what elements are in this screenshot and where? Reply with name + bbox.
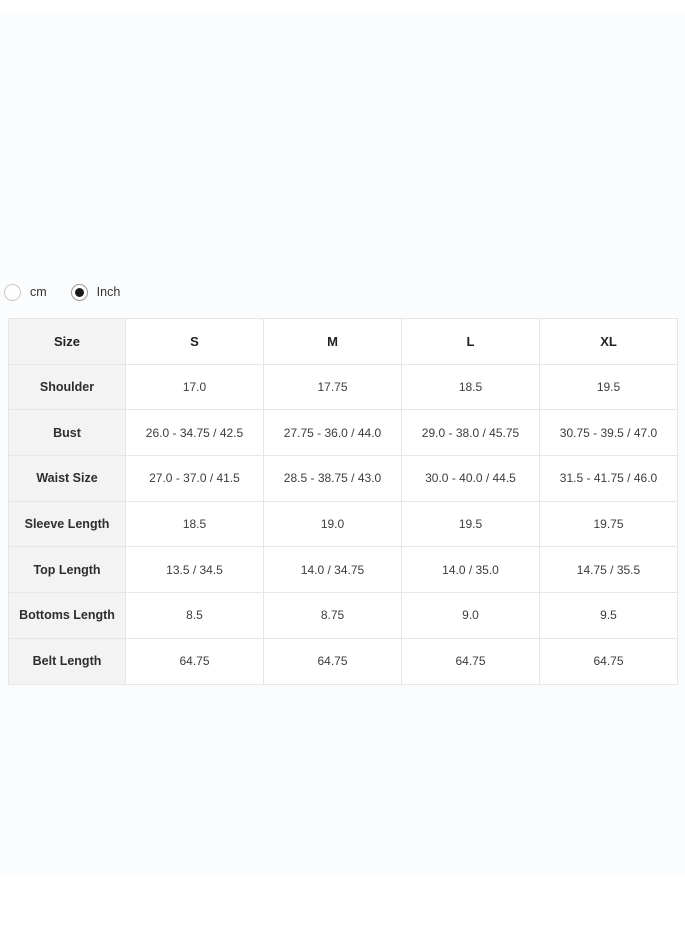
cell: 31.5 - 41.75 / 46.0	[539, 455, 678, 502]
header-m: M	[263, 318, 402, 365]
size-chart-table: Size S M L XL Shoulder 17.0 17.75 18.5 1…	[8, 318, 678, 685]
cell: 17.75	[263, 363, 402, 411]
row-label: Bottoms Length	[8, 592, 126, 639]
table-row: Sleeve Length 18.5 19.0 19.5 19.75	[8, 500, 678, 548]
radio-cm-icon[interactable]	[4, 283, 21, 301]
cell: 27.75 - 36.0 / 44.0	[263, 409, 402, 457]
radio-inch-dot	[74, 287, 84, 297]
cell: 19.5	[401, 500, 540, 548]
row-label: Sleeve Length	[8, 500, 126, 548]
header-s: S	[125, 318, 264, 365]
cell: 28.5 - 38.75 / 43.0	[263, 455, 402, 502]
cell: 19.0	[263, 500, 402, 548]
cell: 27.0 - 37.0 / 41.5	[125, 455, 264, 502]
cell: 30.0 - 40.0 / 44.5	[401, 455, 540, 502]
table-row: Bust 26.0 - 34.75 / 42.5 27.75 - 36.0 / …	[8, 409, 678, 457]
header-size: Size	[8, 318, 126, 365]
cell: 26.0 - 34.75 / 42.5	[125, 409, 264, 457]
radio-option-cm[interactable]: cm	[4, 283, 47, 301]
cell: 17.0	[125, 363, 264, 411]
row-label: Belt Length	[8, 637, 126, 685]
table-header-row: Size S M L XL	[8, 318, 678, 365]
unit-toggle: cm Inch	[4, 283, 120, 301]
radio-inch-label[interactable]: Inch	[96, 285, 121, 299]
cell: 14.0 / 35.0	[401, 546, 540, 594]
cell: 30.75 - 39.5 / 47.0	[539, 409, 678, 457]
radio-cm-label[interactable]: cm	[30, 285, 47, 299]
row-label: Top Length	[8, 546, 126, 594]
cell: 13.5 / 34.5	[125, 546, 264, 594]
header-xl: XL	[539, 318, 678, 365]
radio-inch-icon[interactable]	[70, 283, 88, 301]
cell: 9.5	[539, 592, 678, 639]
cell: 19.75	[539, 500, 678, 548]
cell: 14.75 / 35.5	[539, 546, 678, 594]
table-row: Waist Size 27.0 - 37.0 / 41.5 28.5 - 38.…	[8, 455, 678, 502]
cell: 8.5	[125, 592, 264, 639]
cell: 14.0 / 34.75	[263, 546, 402, 594]
cell: 18.5	[125, 500, 264, 548]
table-row: Shoulder 17.0 17.75 18.5 19.5	[8, 363, 678, 411]
row-label: Shoulder	[8, 363, 126, 411]
cell: 64.75	[263, 637, 402, 685]
cell: 64.75	[401, 637, 540, 685]
cell: 8.75	[263, 592, 402, 639]
cell: 64.75	[125, 637, 264, 685]
cell: 29.0 - 38.0 / 45.75	[401, 409, 540, 457]
header-l: L	[401, 318, 540, 365]
cell: 18.5	[401, 363, 540, 411]
table-row: Bottoms Length 8.5 8.75 9.0 9.5	[8, 592, 678, 639]
row-label: Waist Size	[8, 455, 126, 502]
cell: 19.5	[539, 363, 678, 411]
table-row: Top Length 13.5 / 34.5 14.0 / 34.75 14.0…	[8, 546, 678, 594]
row-label: Bust	[8, 409, 126, 457]
cell: 64.75	[539, 637, 678, 685]
radio-option-inch[interactable]: Inch	[70, 283, 121, 301]
table-row: Belt Length 64.75 64.75 64.75 64.75	[8, 637, 678, 685]
cell: 9.0	[401, 592, 540, 639]
